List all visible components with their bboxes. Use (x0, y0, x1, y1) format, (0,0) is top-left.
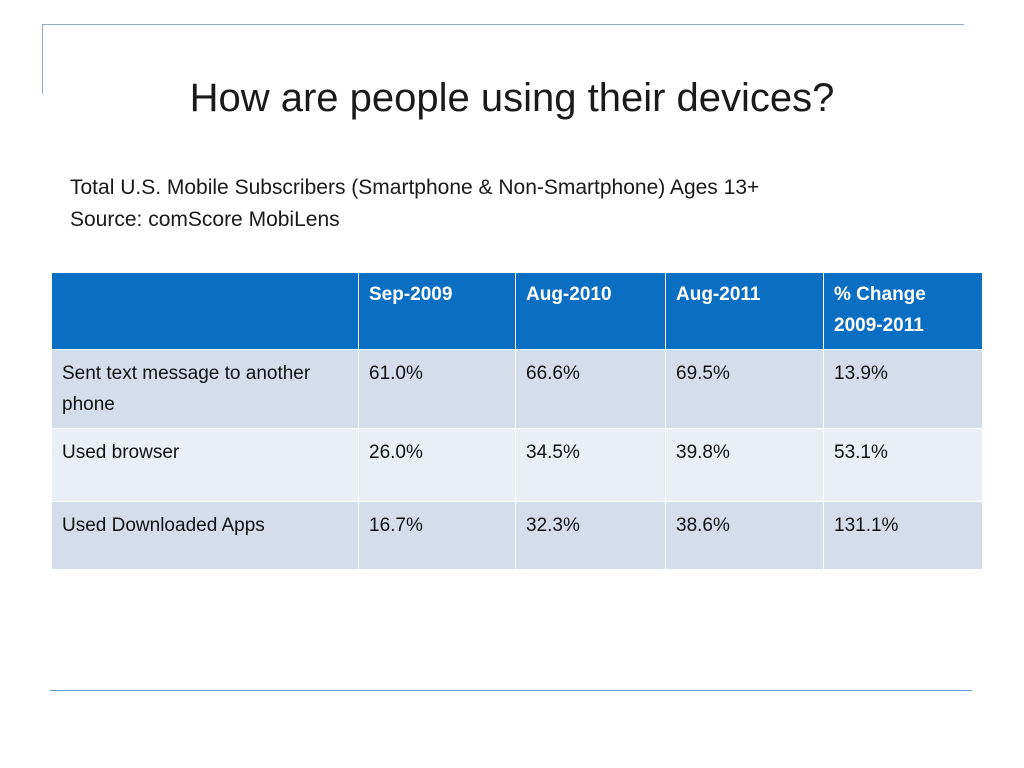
slide-title: How are people using their devices? (189, 76, 835, 120)
table-row: Used browser 26.0% 34.5% 39.8% 53.1% (51, 428, 983, 502)
cell-value: 26.0% (358, 428, 516, 502)
frame-bottom-line (50, 690, 972, 691)
cell-value: 32.3% (515, 501, 666, 570)
frame-left-line (42, 24, 43, 94)
header-cell-aug-2010: Aug-2010 (515, 272, 666, 350)
cell-value: 53.1% (823, 428, 983, 502)
usage-table: Sep-2009 Aug-2010 Aug-2011 % Change 2009… (51, 272, 983, 570)
header-cell-aug-2011: Aug-2011 (665, 272, 824, 350)
header-cell-empty (51, 272, 359, 350)
cell-value: 131.1% (823, 501, 983, 570)
cell-value: 13.9% (823, 349, 983, 429)
cell-value: 38.6% (665, 501, 824, 570)
subtitle-line: Total U.S. Mobile Subscribers (Smartphon… (70, 176, 760, 199)
row-label: Used browser (51, 428, 359, 502)
row-label: Sent text message to another phone (51, 349, 359, 429)
slide-subtitle: Total U.S. Mobile Subscribers (Smartphon… (70, 172, 759, 236)
cell-value: 66.6% (515, 349, 666, 429)
table-header-row: Sep-2009 Aug-2010 Aug-2011 % Change 2009… (51, 272, 983, 350)
frame-top-line (42, 24, 964, 25)
cell-value: 34.5% (515, 428, 666, 502)
header-cell-percent-change: % Change 2009-2011 (823, 272, 983, 350)
cell-value: 39.8% (665, 428, 824, 502)
cell-value: 61.0% (358, 349, 516, 429)
row-label: Used Downloaded Apps (51, 501, 359, 570)
cell-value: 69.5% (665, 349, 824, 429)
header-cell-sep-2009: Sep-2009 (358, 272, 516, 350)
table-row: Used Downloaded Apps 16.7% 32.3% 38.6% 1… (51, 501, 983, 570)
cell-value: 16.7% (358, 501, 516, 570)
table-row: Sent text message to another phone 61.0%… (51, 349, 983, 429)
subtitle-line: Source: comScore MobiLens (70, 208, 340, 231)
